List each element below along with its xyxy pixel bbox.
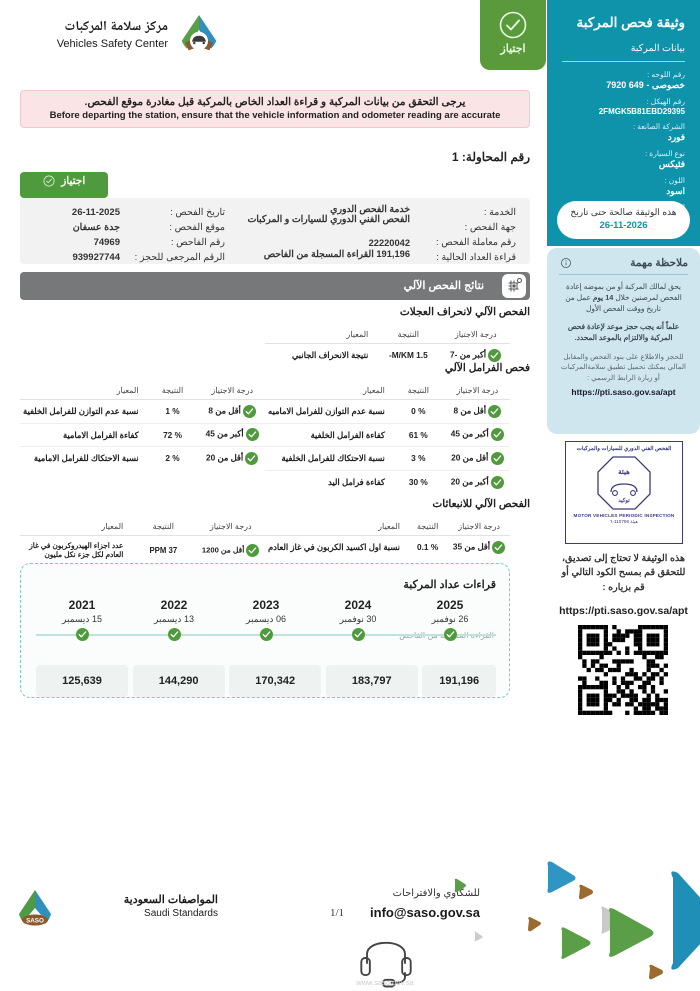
svg-text:توكيد: توكيد bbox=[618, 497, 630, 504]
svg-text:SASO: SASO bbox=[26, 917, 44, 924]
svg-text:هيئة: هيئة bbox=[618, 468, 630, 476]
